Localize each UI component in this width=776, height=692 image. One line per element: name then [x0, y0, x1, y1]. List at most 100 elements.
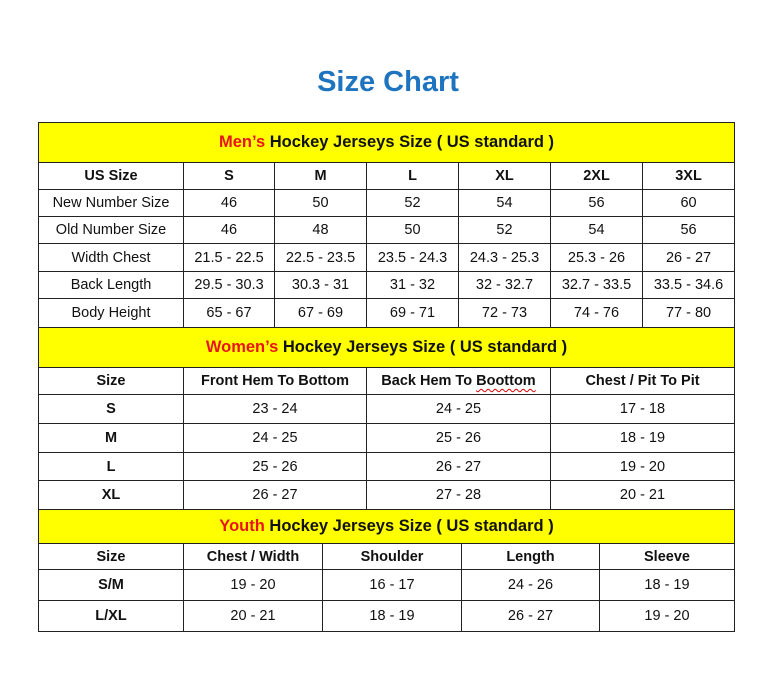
table-row: Body Height 65 - 67 67 - 69 69 - 71 72 - 73 7…: [38, 298, 736, 328]
table-cell: 24.3 - 25.3: [458, 243, 551, 272]
header-label: Chest / Width: [206, 548, 300, 565]
womens-size-table: Women’s Hockey Jerseys Size ( US standar…: [37, 327, 736, 510]
table-cell: 31 - 32: [366, 271, 459, 299]
mens-banner-text: Hockey Jerseys Size ( US standard ): [265, 133, 555, 151]
table-cell: 25.3 - 26: [550, 243, 643, 272]
youth-header-cell: Sleeve: [598, 543, 736, 570]
table-cell: 25 - 26: [183, 452, 367, 481]
womens-banner-accent: Women’s: [205, 338, 279, 356]
table-cell: 77 - 80: [641, 298, 736, 328]
table-cell: 26 - 27: [366, 452, 551, 481]
men-header-cell: 3XL: [641, 162, 736, 190]
row-label: XL: [38, 480, 184, 510]
header-label: M: [314, 168, 327, 184]
youth-banner-accent: Youth: [219, 517, 265, 535]
table-cell: 32 - 32.7: [458, 271, 551, 299]
mens-size-table: Men’s Hockey Jerseys Size ( US standard …: [37, 122, 736, 328]
table-cell: 16 - 17: [322, 569, 462, 601]
women-header-cell: Chest / Pit To Pit: [549, 367, 736, 395]
header-label: Size: [96, 373, 126, 389]
header-label: 2XL: [583, 168, 610, 184]
header-label: Length: [506, 548, 555, 565]
table-cell: 50: [274, 189, 367, 217]
table-cell: 65 - 67: [183, 298, 275, 328]
table-cell: 54: [458, 189, 551, 217]
row-label: Old Number Size: [38, 216, 184, 244]
table-cell: 26 - 27: [641, 243, 736, 272]
table-cell: 26 - 27: [461, 600, 600, 632]
table-cell: 18 - 19: [598, 569, 736, 601]
youth-header-row: Size Chest / Width Shoulder Length Sleeve: [38, 543, 736, 570]
table-cell: 27 - 28: [366, 480, 551, 510]
table-cell: 32.7 - 33.5: [550, 271, 643, 299]
table-cell: 52: [458, 216, 551, 244]
table-cell: 56: [641, 216, 736, 244]
row-label: M: [38, 423, 184, 453]
table-cell: 24 - 25: [366, 394, 551, 424]
table-row: XL 26 - 27 27 - 28 20 - 21: [38, 480, 736, 510]
youth-header-cell: Chest / Width: [183, 543, 323, 570]
men-header-cell: US Size: [38, 162, 184, 190]
header-label: US Size: [84, 168, 138, 184]
youth-banner: Youth Hockey Jerseys Size ( US standard …: [37, 509, 736, 544]
table-cell: 60: [641, 189, 736, 217]
men-header-row: US Size S M L XL 2XL 3XL: [38, 162, 736, 190]
men-header-cell: 2XL: [550, 162, 643, 190]
mens-banner-accent: Men’s: [219, 133, 266, 151]
table-cell: 19 - 20: [183, 569, 323, 601]
table-cell: 46: [183, 216, 275, 244]
table-cell: 23 - 24: [183, 394, 367, 424]
spellcheck-underline: Boottom: [476, 373, 536, 389]
table-cell: 18 - 19: [322, 600, 462, 632]
row-label: L/XL: [38, 600, 184, 632]
table-cell: 48: [274, 216, 367, 244]
men-header-cell: XL: [458, 162, 551, 190]
table-cell: 56: [550, 189, 643, 217]
header-label: L: [408, 168, 417, 184]
table-cell: 72 - 73: [458, 298, 551, 328]
women-header-cell: Back Hem To Boottom: [366, 367, 551, 395]
header-label: S: [224, 168, 234, 184]
row-label: S: [38, 394, 184, 424]
table-row: Back Length 29.5 - 30.3 30.3 - 31 31 - 32 32…: [38, 271, 736, 299]
table-row: S/M 19 - 20 16 - 17 24 - 26 18 - 19: [38, 569, 736, 601]
table-cell: 21.5 - 22.5: [183, 243, 275, 272]
women-header-cell: Front Hem To Bottom: [183, 367, 367, 395]
table-row: New Number Size 46 50 52 54 56 60: [38, 189, 736, 217]
table-cell: 69 - 71: [366, 298, 459, 328]
youth-header-cell: Shoulder: [322, 543, 462, 570]
table-cell: 25 - 26: [366, 423, 551, 453]
table-cell: 50: [366, 216, 459, 244]
table-cell: 19 - 20: [549, 452, 736, 481]
table-cell: 52: [366, 189, 459, 217]
youth-header-cell: Length: [461, 543, 600, 570]
table-cell: 46: [183, 189, 275, 217]
table-cell: 29.5 - 30.3: [183, 271, 275, 299]
row-label: S/M: [38, 569, 184, 601]
row-label: Back Length: [38, 271, 184, 299]
table-row: S 23 - 24 24 - 25 17 - 18: [38, 394, 736, 424]
table-cell: 26 - 27: [183, 480, 367, 510]
men-header-cell: M: [274, 162, 367, 190]
row-label: Body Height: [38, 298, 184, 328]
header-label: Back Hem To Boottom: [381, 373, 536, 389]
table-row: Old Number Size 46 48 50 52 54 56: [38, 216, 736, 244]
table-cell: 74 - 76: [550, 298, 643, 328]
header-label: Sleeve: [644, 548, 690, 565]
youth-size-table: Youth Hockey Jerseys Size ( US standard …: [37, 509, 736, 632]
table-cell: 30.3 - 31: [274, 271, 367, 299]
table-row: M 24 - 25 25 - 26 18 - 19: [38, 423, 736, 453]
header-label: Chest / Pit To Pit: [585, 373, 700, 389]
table-cell: 24 - 25: [183, 423, 367, 453]
header-label: 3XL: [675, 168, 702, 184]
header-label: Shoulder: [360, 548, 424, 565]
men-header-cell: L: [366, 162, 459, 190]
table-row: L 25 - 26 26 - 27 19 - 20: [38, 452, 736, 481]
table-cell: 33.5 - 34.6: [641, 271, 736, 299]
youth-header-cell: Size: [38, 543, 184, 570]
page-title: Size Chart: [317, 66, 459, 98]
table-cell: 19 - 20: [598, 600, 736, 632]
table-cell: 22.5 - 23.5: [274, 243, 367, 272]
women-header-cell: Size: [38, 367, 184, 395]
header-label: Front Hem To Bottom: [201, 373, 349, 389]
